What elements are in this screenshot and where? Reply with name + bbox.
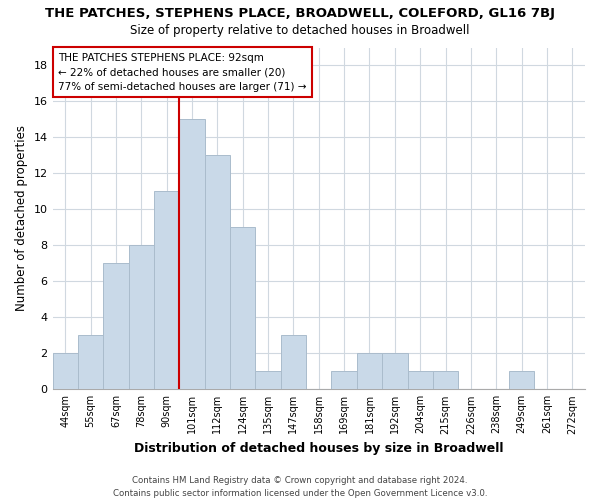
Y-axis label: Number of detached properties: Number of detached properties — [15, 126, 28, 312]
Text: Contains HM Land Registry data © Crown copyright and database right 2024.
Contai: Contains HM Land Registry data © Crown c… — [113, 476, 487, 498]
Bar — [154, 192, 179, 390]
Text: THE PATCHES, STEPHENS PLACE, BROADWELL, COLEFORD, GL16 7BJ: THE PATCHES, STEPHENS PLACE, BROADWELL, … — [45, 8, 555, 20]
Bar — [78, 336, 103, 390]
Bar — [433, 372, 458, 390]
Bar — [103, 264, 128, 390]
Bar — [407, 372, 433, 390]
Text: THE PATCHES STEPHENS PLACE: 92sqm
← 22% of detached houses are smaller (20)
77% : THE PATCHES STEPHENS PLACE: 92sqm ← 22% … — [58, 52, 307, 92]
Bar — [53, 354, 78, 390]
X-axis label: Distribution of detached houses by size in Broadwell: Distribution of detached houses by size … — [134, 442, 503, 455]
Bar — [230, 228, 256, 390]
Bar — [128, 246, 154, 390]
Bar — [357, 354, 382, 390]
Bar — [509, 372, 534, 390]
Bar — [281, 336, 306, 390]
Bar — [382, 354, 407, 390]
Bar — [179, 120, 205, 390]
Bar — [256, 372, 281, 390]
Bar — [331, 372, 357, 390]
Text: Size of property relative to detached houses in Broadwell: Size of property relative to detached ho… — [130, 24, 470, 37]
Bar — [205, 156, 230, 390]
